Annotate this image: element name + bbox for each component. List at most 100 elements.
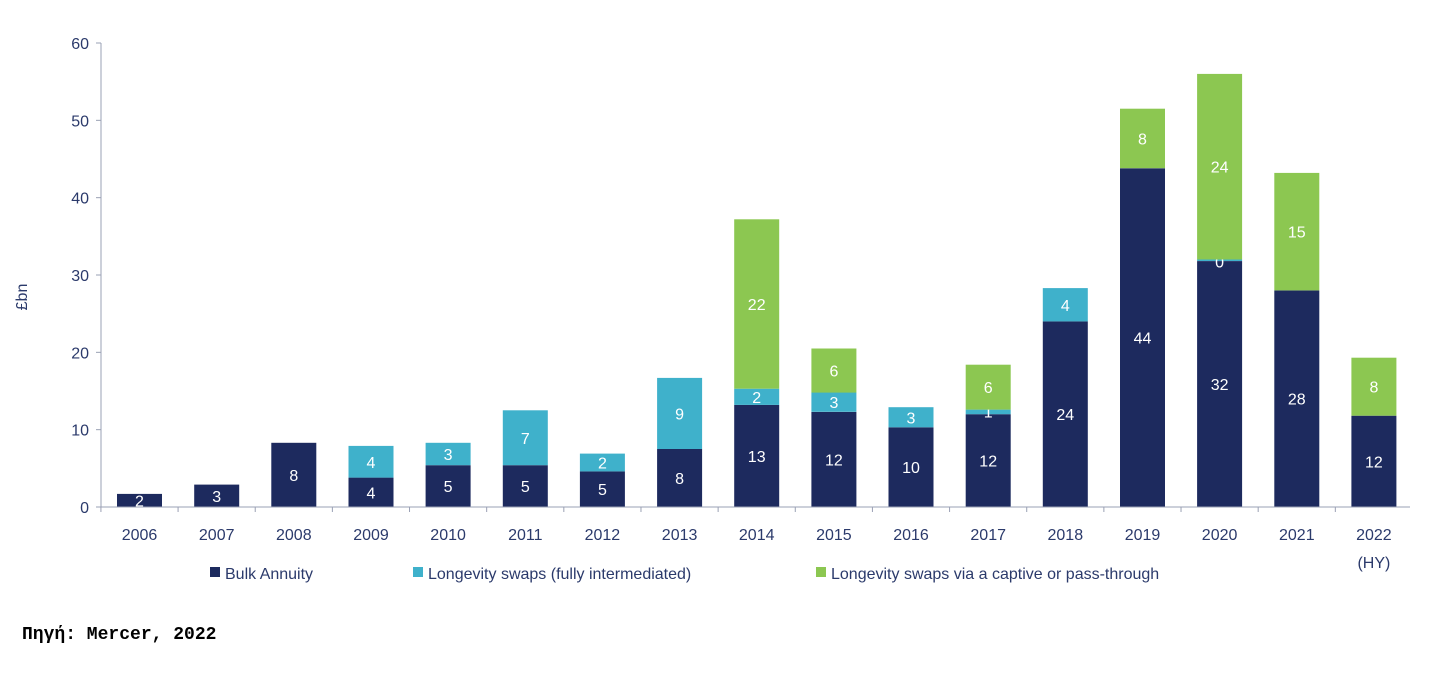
x-tick-label-line: 2016 (893, 527, 929, 544)
x-tick-label: 2022 (HY) (1356, 527, 1392, 572)
bar-segment-2011-series-2 (502, 410, 548, 466)
bar-segment-2020-series-2 (1197, 259, 1243, 261)
data-label: 44 (1134, 331, 1152, 348)
x-tick-label-line: (HY) (1357, 555, 1390, 572)
data-label: 5 (521, 479, 530, 496)
x-tick-label: 2016 (893, 527, 929, 544)
bar-segment-2011-series-1 (502, 465, 548, 507)
bar-segment-2018-series-1 (1042, 321, 1088, 507)
data-label: 28 (1288, 392, 1306, 409)
data-label: 2 (752, 390, 761, 407)
data-label: 12 (979, 454, 997, 471)
legend-label-series-3: Longevity swaps via a captive or pass-th… (831, 566, 1159, 583)
bar-segment-2016-series-1 (888, 427, 934, 507)
data-label: 6 (829, 364, 838, 381)
x-tick-label: 2014 (739, 527, 775, 544)
data-label: 4 (1061, 298, 1070, 315)
data-label: 0 (1215, 255, 1224, 272)
data-label: 4 (367, 485, 376, 502)
bar-segment-2013-series-2 (657, 377, 703, 449)
bar-segment-2010-series-2 (425, 442, 471, 466)
data-label: 6 (984, 380, 993, 397)
bar-segment-2018-series-2 (1042, 288, 1088, 322)
data-label: 2 (135, 493, 144, 510)
bar-segment-2014-series-3 (734, 219, 780, 389)
x-tick-label-line: 2012 (585, 527, 621, 544)
bar-segment-2013-series-1 (657, 449, 703, 507)
x-tick-label: 2019 (1125, 527, 1161, 544)
x-tick-label-line: 2021 (1279, 527, 1315, 544)
data-label: 8 (1138, 132, 1147, 149)
legend-label-series-1: Bulk Annuity (225, 566, 313, 583)
bar-segment-2020-series-1 (1197, 261, 1243, 507)
x-tick-label: 2013 (662, 527, 698, 544)
data-label: 3 (444, 447, 453, 464)
x-tick-label: 2015 (816, 527, 852, 544)
bar-segment-2021-series-3 (1274, 172, 1320, 291)
bar-segment-2019-series-3 (1120, 108, 1165, 169)
x-tick-label-line: 2011 (508, 527, 543, 544)
data-label: 4 (367, 455, 376, 472)
x-tick-label-line: 2010 (430, 527, 466, 544)
y-tick-label: 40 (71, 191, 89, 208)
x-tick-label: 2006 (122, 527, 158, 544)
x-tick-label-line: 2008 (276, 527, 312, 544)
source-note: Πηγή: Mercer, 2022 (22, 625, 217, 645)
x-tick-label-line: 2015 (816, 527, 852, 544)
x-tick-label: 2012 (585, 527, 621, 544)
bar-segment-2012-series-2 (579, 453, 625, 472)
bar-segment-2016-series-2 (888, 407, 934, 428)
x-tick-label-line: 2013 (662, 527, 698, 544)
x-tick-label-line: 2014 (739, 527, 775, 544)
x-tick-label-line: 2017 (970, 527, 1006, 544)
bar-segment-2012-series-1 (579, 471, 625, 507)
data-label: 5 (598, 482, 607, 499)
data-label: 10 (902, 460, 920, 477)
bar-segment-2020-series-3 (1197, 73, 1243, 260)
y-axis-title: £bn (14, 284, 31, 311)
bar-segment-2008-series-1 (271, 442, 317, 507)
bar-segment-2014-series-2 (734, 388, 780, 405)
data-label: 24 (1211, 160, 1229, 177)
legend-swatch-series-3 (816, 567, 826, 577)
data-label: 3 (907, 410, 916, 427)
data-label: 12 (1365, 454, 1383, 471)
bar-segment-2022-(HY)-series-1 (1351, 415, 1397, 507)
data-label: 7 (521, 431, 530, 448)
x-tick-label-line: 2019 (1125, 527, 1161, 544)
y-tick-label: 30 (71, 268, 89, 285)
bar-segment-2022-(HY)-series-3 (1351, 357, 1397, 416)
bar-segment-2015-series-2 (811, 392, 857, 412)
bar-segment-2019-series-1 (1120, 168, 1165, 508)
x-tick-label: 2020 (1202, 527, 1238, 544)
legend: Bulk Annuity Longevity swaps (fully inter… (210, 566, 1159, 583)
data-label: 15 (1288, 225, 1306, 242)
legend-swatch-series-1 (210, 567, 220, 577)
data-label: 22 (748, 297, 766, 314)
stacked-bar-chart: 2 384453575289132221236103121624444832024… (14, 36, 1410, 583)
x-tick-label-line: 2022 (1356, 527, 1392, 544)
x-tick-label-line: 2020 (1202, 527, 1238, 544)
legend-label-series-2: Longevity swaps (fully intermediated) (428, 566, 691, 583)
x-tick-label-line: 2006 (122, 527, 158, 544)
legend-swatch-series-2 (413, 567, 423, 577)
bar-segment-2010-series-1 (425, 465, 471, 507)
y-tick-label: 50 (71, 113, 89, 130)
bar-segment-2017-series-2 (965, 409, 1011, 415)
data-label: 13 (748, 449, 766, 466)
data-label: 8 (1369, 380, 1378, 397)
x-tick-label: 2008 (276, 527, 312, 544)
bar-segment-2014-series-1 (734, 404, 780, 507)
y-tick-label: 20 (71, 345, 89, 362)
data-label: 8 (289, 468, 298, 485)
bar-segment-2007-series-1 (194, 484, 240, 507)
data-label: 8 (675, 471, 684, 488)
data-label: 9 (675, 406, 684, 423)
bar-segment-2017-series-1 (965, 414, 1011, 507)
data-label: 2 (598, 456, 607, 473)
x-tick-label: 2011 (508, 527, 543, 544)
x-tick-label-line: 2009 (353, 527, 389, 544)
bar-segment-2009-series-1 (348, 477, 394, 507)
bar-segment-2021-series-1 (1274, 290, 1320, 507)
